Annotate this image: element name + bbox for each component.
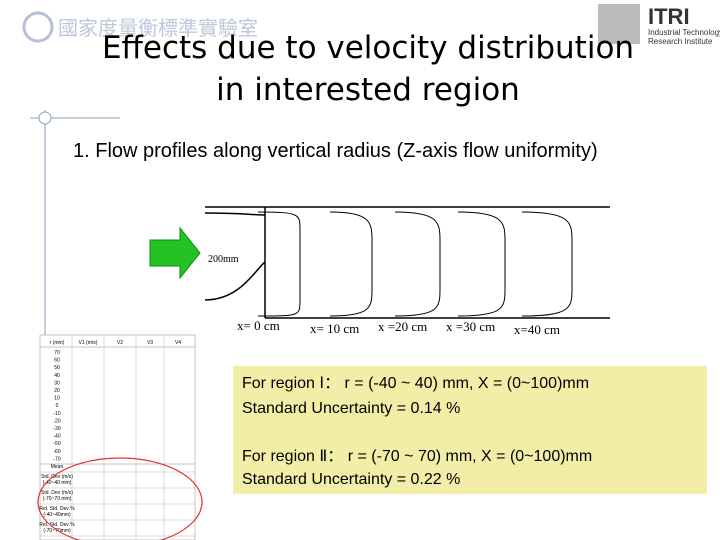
station-label: x= 0 cm [237, 318, 280, 333]
title: in interested region [216, 72, 520, 108]
summary-label: (-40~40mm) [43, 512, 71, 518]
note-text: For region Ⅱ： r = (-70 ~ 70) mm, X = (0~… [242, 448, 592, 465]
profile [457, 211, 506, 317]
station-label: x =20 cm [378, 319, 427, 334]
table-frame [39, 334, 196, 540]
row-label: 40 [54, 373, 60, 379]
title: Effects due to velocity distribution [102, 30, 634, 66]
note-text: For region Ⅰ： r = (-40 ~ 40) mm, X = (0~… [242, 375, 589, 392]
summary-label: Std. Dev (m/s) [41, 490, 73, 496]
row-label: 20 [54, 388, 60, 394]
row-label: -20 [53, 418, 60, 424]
row-label: -30 [53, 426, 60, 432]
row-label: 30 [54, 380, 60, 386]
row-label: -10 [53, 411, 60, 417]
pipe-wall [204, 206, 610, 319]
station-label: x=40 cm [514, 322, 560, 337]
summary-label: (-70~70 mm) [43, 496, 72, 502]
row-label: 60 [54, 358, 60, 364]
row-label: 50 [54, 365, 60, 371]
profile [521, 211, 573, 317]
logo-left: 國家度量衡標準實驗室 [58, 16, 258, 40]
logo-right-sub: Industrial Technology [648, 28, 720, 37]
note-box [233, 366, 707, 494]
inlet-label: 200mm [208, 254, 239, 265]
flow-arrow [149, 226, 201, 280]
summary-label: (-40~40 mm) [43, 480, 72, 486]
profile [257, 211, 301, 317]
row-label: -60 [53, 449, 60, 455]
row-label: -50 [53, 441, 60, 447]
logo-mark [598, 4, 640, 44]
table-header: V4 [175, 340, 181, 346]
row-label: -40 [53, 434, 60, 440]
row-label: 0 [56, 403, 59, 409]
bullet: 1. Flow profiles along vertical radius (… [73, 140, 598, 162]
flow-figure: 200mm x= 0 cm x= 10 cm x =20 cm x =30 cm… [149, 206, 610, 337]
summary-label: Mean [51, 464, 64, 470]
profile [394, 211, 441, 317]
station-label: x= 10 cm [310, 321, 359, 336]
note-text: Standard Uncertainty = 0.22 % [242, 471, 460, 488]
logo-right-sub: Research Institute [648, 37, 713, 46]
table-header: V2 [117, 340, 123, 346]
summary-label: Rel. Std. Dev % [39, 522, 75, 528]
logo-right: ITRI [648, 4, 690, 29]
row-label: 70 [54, 350, 60, 356]
station-label: x =30 cm [446, 319, 495, 334]
logo-emblem [22, 11, 54, 43]
rule-dot [38, 111, 52, 125]
table-header: V1 (m/s) [79, 340, 98, 346]
table-header: V3 [147, 340, 153, 346]
summary-label: Std. Dev (m/s) [41, 474, 73, 480]
profile [329, 211, 373, 317]
row-label: -70 [53, 456, 60, 462]
note-text: Standard Uncertainty = 0.14 % [242, 400, 460, 417]
highlight [37, 457, 203, 540]
row-label: 10 [54, 396, 60, 402]
table-header: r (mm) [50, 340, 65, 346]
summary-label: Rel. Std. Dev % [39, 506, 75, 512]
